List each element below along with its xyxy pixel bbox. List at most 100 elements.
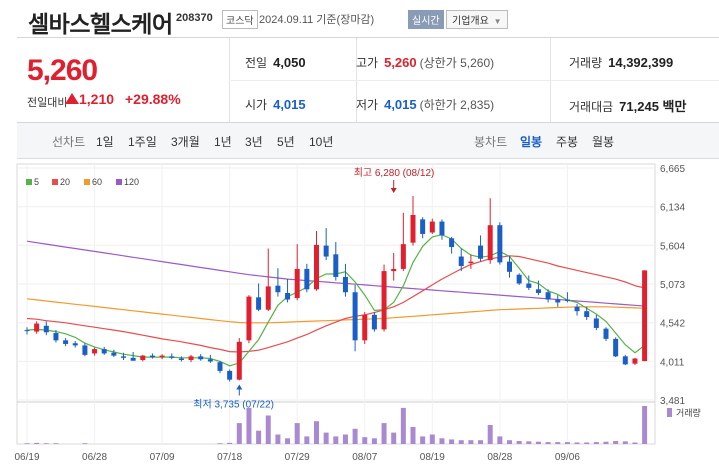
legend-swatch: [84, 179, 90, 185]
candle-body: [294, 268, 300, 299]
volume-bar: [593, 442, 599, 444]
prev-close: 전일 4,050: [245, 54, 306, 71]
volume-bar: [323, 432, 329, 444]
candle-body: [333, 254, 339, 277]
tab-period-1y[interactable]: 1년: [214, 135, 232, 149]
lower-limit-note: (하한가 2,835): [419, 98, 495, 112]
volume-bar: [516, 440, 522, 444]
candle-body: [82, 345, 88, 355]
realtime-button[interactable]: 실시간: [408, 10, 444, 29]
volume-bar: [622, 441, 628, 444]
prev-close-label: 전일: [245, 56, 268, 70]
candle-body: [410, 214, 416, 243]
candle-body: [256, 297, 262, 310]
volume-bar: [53, 443, 59, 444]
x-tick-label: 09/06: [555, 452, 580, 463]
stock-chart[interactable]: 6,665 6,134 5,604 5,073 4,542 4,011 3,481 06/19…: [0, 160, 719, 472]
tab-weekly[interactable]: 주봉: [556, 135, 579, 149]
amount-label: 거래대금: [569, 100, 614, 114]
volume-bar: [603, 441, 609, 444]
stock-code: 208370: [176, 12, 213, 24]
candle-body: [121, 356, 126, 358]
candlestick-chart-svg: 6,665 6,134 5,604 5,073 4,542 4,011 3,481 06/19…: [14, 163, 701, 463]
company-info-label: 기업개요: [452, 16, 489, 27]
candle-body: [545, 292, 551, 300]
volume-bar: [236, 423, 242, 444]
x-tick-label: 07/09: [150, 452, 175, 463]
y-tick-label: 5,073: [660, 280, 685, 291]
candle-body: [246, 296, 252, 341]
high-label: 고가: [356, 56, 379, 70]
legend-swatch: [26, 179, 32, 185]
volume-bar: [342, 434, 348, 444]
up-arrow-icon: [65, 93, 79, 104]
volume-bar: [82, 443, 88, 444]
candle-body: [391, 268, 397, 272]
amount-value: 71,245 백만: [619, 99, 687, 114]
candle-body: [371, 314, 377, 330]
tab-period-1w[interactable]: 1주일: [128, 135, 157, 149]
candle-body: [207, 359, 213, 362]
volume-bar: [613, 440, 619, 444]
legend-label: 20: [60, 177, 70, 187]
high-arrow-head: [390, 188, 397, 194]
volume-bar: [632, 442, 638, 444]
tab-candle-chart[interactable]: 봉차트: [474, 135, 508, 149]
volume-bar: [285, 438, 291, 444]
candle-body: [497, 225, 503, 263]
volume-bar: [584, 442, 590, 444]
candle-body: [178, 358, 184, 360]
volume-label: 거래량: [676, 407, 701, 418]
x-tick-label: 08/07: [352, 452, 377, 463]
x-tick-label: 07/18: [217, 452, 242, 463]
divider: [231, 80, 719, 81]
legend-label: 60: [92, 177, 102, 187]
tab-line-chart[interactable]: 선차트: [52, 135, 86, 149]
low-arrow-head: [236, 384, 243, 390]
x-tick-label: 08/28: [487, 452, 512, 463]
tab-period-5y[interactable]: 5년: [277, 135, 295, 149]
ma20-line: [26, 255, 645, 353]
volume-bar: [371, 438, 377, 444]
candle-body: [516, 274, 522, 284]
tab-period-1d[interactable]: 1일: [96, 135, 114, 149]
candle-body: [323, 245, 329, 257]
quote-summary: 5,260 전일대비 1,210 +29.88% 전일 4,050 고가 5,260…: [17, 37, 719, 123]
volume-bar: [256, 430, 262, 444]
candle-body: [603, 328, 609, 339]
candle-body: [574, 306, 580, 312]
candle-body: [632, 358, 638, 364]
tab-period-10y[interactable]: 10년: [309, 135, 334, 149]
y-tick-label: 4,542: [660, 319, 685, 330]
tab-period-3m[interactable]: 3개월: [171, 135, 200, 149]
volume-bar: [314, 421, 319, 444]
volume-bar: [478, 440, 484, 444]
chart-tab-bar: 선차트 1일 1주일 3개월 1년 3년 5년 10년 봉차트 일봉 주봉 월봉: [17, 123, 719, 159]
candle-body: [63, 340, 69, 344]
candle-body: [43, 325, 49, 333]
change-value: 1,210: [79, 91, 115, 107]
candle-body: [458, 256, 464, 267]
y-tick-label: 3,481: [660, 396, 685, 407]
legend-swatch: [116, 179, 122, 185]
candle-body: [507, 261, 512, 272]
candle-body: [400, 244, 406, 269]
candle-body: [342, 276, 348, 293]
legend-swatch: [52, 179, 58, 185]
candle-body: [188, 356, 194, 360]
tab-daily[interactable]: 일봉: [520, 135, 543, 149]
volume-bar: [381, 423, 387, 444]
candle-body: [24, 330, 30, 332]
candle-body: [92, 349, 98, 354]
candle-body: [478, 245, 484, 259]
volume-bar: [429, 434, 435, 444]
company-info-dropdown[interactable]: 기업개요 ▼: [446, 10, 508, 29]
volume: 거래량 14,392,399: [569, 54, 673, 71]
high-value: 5,260: [384, 55, 417, 70]
tab-monthly[interactable]: 월봉: [592, 135, 615, 149]
candle-body: [352, 292, 358, 341]
high-annotation: 최고 6,280 (08/12): [354, 167, 435, 179]
change-label: 전일대비: [27, 97, 68, 109]
tab-period-3y[interactable]: 3년: [245, 135, 263, 149]
y-tick-label: 6,134: [660, 203, 685, 214]
